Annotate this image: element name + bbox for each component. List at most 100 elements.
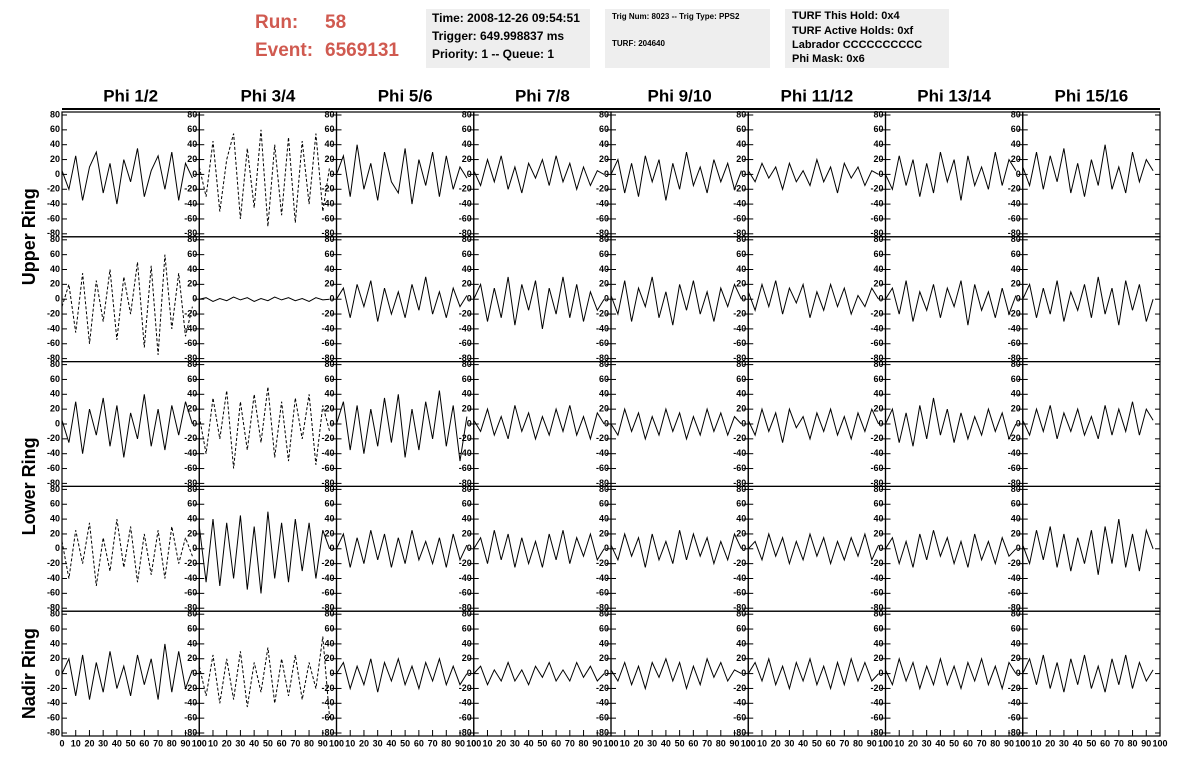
y-tick-label: 20 bbox=[1011, 404, 1021, 414]
panel-frame bbox=[198, 236, 338, 363]
y-tick-label: -20 bbox=[1008, 683, 1021, 693]
y-tick-label: -80 bbox=[47, 727, 60, 737]
y-tick-label: 40 bbox=[462, 513, 472, 523]
y-tick-label: -60 bbox=[1008, 338, 1021, 348]
y-tick-label: 60 bbox=[1011, 623, 1021, 633]
y-tick-label: 60 bbox=[324, 499, 334, 509]
y-tick-label: 60 bbox=[736, 124, 746, 134]
y-tick-label: 60 bbox=[1011, 499, 1021, 509]
y-tick-label: -60 bbox=[184, 213, 197, 223]
y-tick-label: -20 bbox=[596, 558, 609, 568]
y-tick-label: -40 bbox=[321, 698, 334, 708]
x-tick-label: 70 bbox=[977, 738, 987, 748]
y-tick-label: 80 bbox=[736, 609, 746, 619]
waveform bbox=[61, 254, 193, 355]
panel-frame bbox=[198, 610, 338, 737]
info-text: Trigger: 649.998837 ms bbox=[432, 29, 564, 43]
y-tick-label: 60 bbox=[599, 249, 609, 259]
y-tick-label: 80 bbox=[324, 109, 334, 119]
y-tick-label: 60 bbox=[50, 623, 60, 633]
y-tick-label: 40 bbox=[736, 513, 746, 523]
y-tick-label: -20 bbox=[596, 308, 609, 318]
y-tick-label: -60 bbox=[184, 588, 197, 598]
panel-frame bbox=[610, 111, 749, 238]
column-title: Phi 5/6 bbox=[378, 86, 433, 105]
y-tick-label: -80 bbox=[870, 603, 883, 613]
x-tick-label: 60 bbox=[277, 738, 287, 748]
x-tick-label: 0 bbox=[471, 738, 476, 748]
y-tick-label: 0 bbox=[604, 418, 609, 428]
y-tick-label: -80 bbox=[321, 478, 334, 488]
y-tick-label: -20 bbox=[47, 308, 60, 318]
ring-label: Upper Ring bbox=[19, 188, 39, 285]
waveform bbox=[610, 407, 742, 441]
y-tick-label: -60 bbox=[321, 213, 334, 223]
panel-frame bbox=[473, 111, 612, 238]
x-tick-label: 0 bbox=[608, 738, 613, 748]
y-tick-label: 0 bbox=[55, 169, 60, 179]
y-tick-label: -60 bbox=[733, 588, 746, 598]
x-tick-label: 0 bbox=[1020, 738, 1025, 748]
waveform bbox=[198, 386, 331, 469]
y-tick-label: 0 bbox=[878, 418, 883, 428]
panel-frame bbox=[335, 485, 475, 612]
waveform bbox=[473, 276, 605, 329]
x-tick-label: 0 bbox=[197, 738, 202, 748]
info-text: Trig Num: 8023 -- Trig Type: PPS2 bbox=[612, 12, 740, 21]
y-tick-label: 80 bbox=[462, 609, 472, 619]
y-tick-label: 60 bbox=[462, 249, 472, 259]
y-tick-label: -60 bbox=[459, 588, 472, 598]
y-tick-label: 40 bbox=[736, 139, 746, 149]
y-tick-label: 60 bbox=[324, 249, 334, 259]
y-tick-label: -80 bbox=[47, 353, 60, 363]
waveform bbox=[610, 530, 742, 568]
y-tick-label: 0 bbox=[1016, 668, 1021, 678]
y-tick-label: -80 bbox=[184, 353, 197, 363]
y-tick-label: -80 bbox=[1008, 727, 1021, 737]
y-tick-label: 40 bbox=[50, 139, 60, 149]
y-tick-label: 60 bbox=[736, 623, 746, 633]
y-tick-label: -20 bbox=[184, 558, 197, 568]
y-tick-label: -80 bbox=[596, 228, 609, 238]
y-tick-label: 60 bbox=[462, 374, 472, 384]
y-tick-label: 40 bbox=[324, 638, 334, 648]
y-tick-label: 0 bbox=[878, 169, 883, 179]
x-tick-label: 10 bbox=[345, 738, 355, 748]
y-tick-label: 20 bbox=[187, 653, 197, 663]
y-tick-label: -60 bbox=[321, 463, 334, 473]
y-tick-label: 20 bbox=[187, 528, 197, 538]
y-tick-label: 40 bbox=[599, 139, 609, 149]
run: 58 bbox=[325, 12, 346, 33]
y-tick-label: 0 bbox=[1016, 543, 1021, 553]
y-tick-label: 60 bbox=[873, 249, 883, 259]
y-tick-label: -80 bbox=[47, 228, 60, 238]
event: 6569131 bbox=[325, 40, 399, 61]
y-tick-label: 60 bbox=[324, 124, 334, 134]
x-tick-label: 100 bbox=[741, 738, 756, 748]
y-tick-label: -80 bbox=[733, 478, 746, 488]
y-tick-label: 80 bbox=[873, 234, 883, 244]
y-tick-label: -80 bbox=[733, 353, 746, 363]
panel-frame bbox=[473, 485, 612, 612]
y-tick-label: -40 bbox=[1008, 448, 1021, 458]
y-tick-label: 40 bbox=[187, 139, 197, 149]
y-tick-label: 40 bbox=[736, 389, 746, 399]
x-tick-label: 10 bbox=[482, 738, 492, 748]
y-tick-label: -40 bbox=[870, 448, 883, 458]
waveform bbox=[61, 643, 193, 700]
y-tick-label: -20 bbox=[47, 683, 60, 693]
panel-frame bbox=[747, 361, 887, 488]
waveform bbox=[747, 656, 879, 691]
x-tick-label: 100 bbox=[1152, 738, 1167, 748]
y-tick-label: -40 bbox=[184, 198, 197, 208]
waveform bbox=[1022, 276, 1154, 326]
y-tick-label: -20 bbox=[459, 308, 472, 318]
waveform bbox=[473, 405, 605, 441]
x-tick-label: 50 bbox=[1086, 738, 1096, 748]
y-tick-label: 0 bbox=[192, 169, 197, 179]
x-tick-label: 100 bbox=[1015, 738, 1030, 748]
panel-frame bbox=[61, 236, 200, 363]
y-tick-label: -80 bbox=[459, 727, 472, 737]
panel-frame bbox=[747, 610, 887, 737]
y-tick-label: -40 bbox=[1008, 573, 1021, 583]
